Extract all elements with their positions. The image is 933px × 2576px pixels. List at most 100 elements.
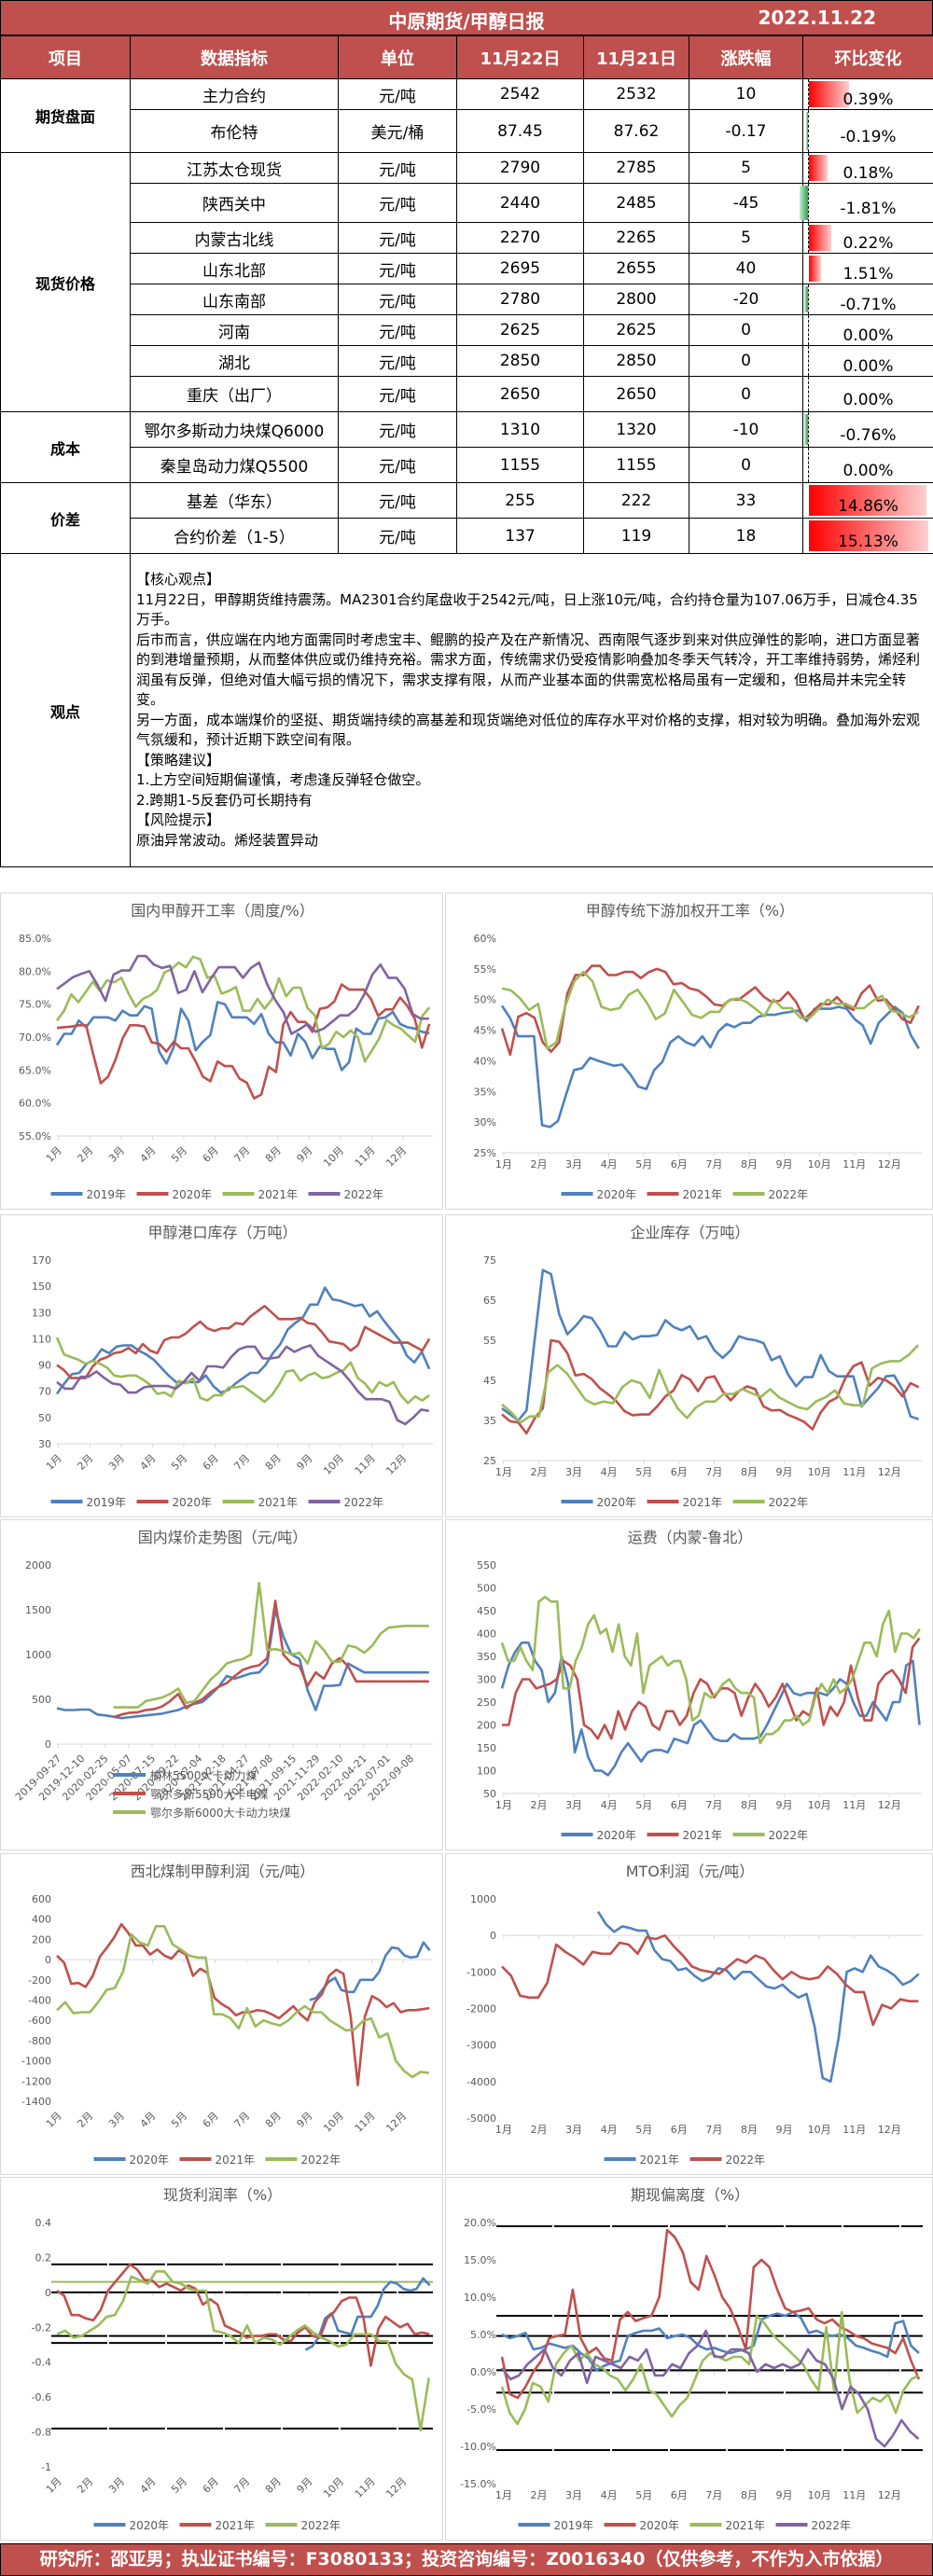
series-line-1 bbox=[56, 983, 431, 1100]
series-line-2 bbox=[56, 2270, 430, 2431]
view-line: 【策略建议】 bbox=[136, 751, 221, 769]
pct-bar-negative bbox=[806, 112, 808, 150]
x-tick-label: 2月 bbox=[75, 2475, 95, 2496]
x-tick-label: 1月 bbox=[495, 1158, 512, 1170]
unit-cell: 元/吨 bbox=[338, 376, 457, 412]
chart-svg: 甲醇港口库存（万吨） 30 50 70 90 110 130 150 170 1月 2月 3月 4月 5月… bbox=[32, 1224, 433, 1509]
table-row: 合约价差（1-5） 元/吨 137 119 18 15.13% bbox=[1, 518, 933, 554]
chart-c3: 甲醇港口库存（万吨） 30 50 70 90 110 130 150 170 1月 2月 3月 4月 5月… bbox=[0, 1214, 443, 1517]
y-tick-label: 170 bbox=[32, 1254, 51, 1267]
y-tick-label: 250 bbox=[477, 1697, 496, 1709]
series-line-3 bbox=[500, 2329, 920, 2448]
x-tick-label: 1月 bbox=[44, 1452, 64, 1473]
x-tick-label: 10月 bbox=[321, 2110, 346, 2135]
y-tick-label: 30% bbox=[474, 1116, 496, 1129]
series-line-2 bbox=[55, 1336, 430, 1405]
x-tick-label: 5月 bbox=[635, 1466, 652, 1478]
y-tick-label: 200 bbox=[32, 1933, 51, 1946]
series-line-0 bbox=[55, 1286, 431, 1395]
legend-label: 鄂尔多斯5500大卡电煤 bbox=[150, 1787, 269, 1801]
legend-label: 2020年 bbox=[130, 2154, 170, 2167]
y-tick-label: 500 bbox=[32, 1694, 51, 1706]
pct-axis-line bbox=[808, 315, 809, 345]
legend-label: 2022年 bbox=[344, 1188, 384, 1201]
yesterday-value: 222 bbox=[583, 482, 689, 519]
series-line-0 bbox=[596, 1911, 920, 2084]
pct-value: 0.00% bbox=[842, 461, 894, 480]
x-tick-label: 8月 bbox=[263, 1452, 284, 1473]
unit-cell: 美元/桶 bbox=[338, 109, 457, 153]
series-line-1 bbox=[501, 1338, 920, 1435]
y-tick-label: 110 bbox=[32, 1333, 51, 1345]
today-value: 2695 bbox=[456, 253, 584, 284]
indicator-cell: 合约价差（1-5） bbox=[130, 518, 339, 554]
x-tick-label: 10月 bbox=[321, 2475, 346, 2500]
y-tick-label: 55% bbox=[474, 963, 496, 976]
today-value: 2270 bbox=[456, 222, 584, 254]
x-tick-label: 3月 bbox=[565, 1158, 582, 1170]
table-row: 价差 基差（华东） 元/吨 255 222 33 14.86% bbox=[0, 482, 933, 554]
change-value: -10 bbox=[689, 411, 803, 448]
view-line: 后市而言，供应端在内地方面需同时考虑宝丰、鲲鹏的投产及在产新情况、西南限气逐步到… bbox=[136, 630, 921, 709]
x-tick-label: 5月 bbox=[169, 2110, 189, 2130]
y-tick-label: 50 bbox=[38, 1412, 51, 1424]
y-tick-label: -400 bbox=[28, 1995, 51, 2007]
y-tick-label: -800 bbox=[28, 2035, 51, 2047]
y-tick-label: 0 bbox=[45, 1738, 51, 1751]
yesterday-value: 2532 bbox=[583, 78, 689, 110]
pct-change-cell: -0.71% bbox=[802, 284, 933, 315]
y-tick-label: 300 bbox=[477, 1674, 496, 1686]
indicator-cell: 内蒙古北线 bbox=[130, 222, 339, 254]
pct-bar-positive bbox=[809, 485, 926, 516]
unit-cell: 元/吨 bbox=[338, 411, 457, 448]
y-tick-label: 30 bbox=[38, 1438, 51, 1450]
x-tick-label: 8月 bbox=[263, 2110, 284, 2130]
x-tick-label: 9月 bbox=[776, 2489, 793, 2501]
y-tick-label: 0.4 bbox=[35, 2217, 52, 2229]
legend-label: 2021年 bbox=[683, 1188, 723, 1201]
table-row: 山东北部 元/吨 2695 2655 40 1.51% bbox=[1, 253, 933, 284]
pct-bar-positive bbox=[809, 256, 821, 282]
x-tick-label: 2月 bbox=[530, 1466, 547, 1478]
y-tick-label: -1 bbox=[41, 2461, 51, 2473]
table-row: 重庆（出厂） 元/吨 2650 2650 0 0.00% bbox=[1, 376, 933, 412]
table-row: 布伦特 美元/桶 87.45 87.62 -0.17 -0.19% bbox=[1, 109, 933, 153]
legend-label: 榆林5500大卡动力煤 bbox=[150, 1768, 258, 1782]
x-tick-label: 4月 bbox=[138, 2475, 159, 2496]
legend-label: 2020年 bbox=[597, 1496, 637, 1509]
today-value: 1155 bbox=[456, 447, 584, 483]
legend-label: 2020年 bbox=[597, 1188, 637, 1201]
series-line-0 bbox=[56, 1608, 429, 1720]
indicator-cell: 湖北 bbox=[130, 345, 339, 377]
x-tick-label: 5月 bbox=[635, 1799, 652, 1811]
y-tick-label: -1000 bbox=[21, 2056, 51, 2068]
pct-change-cell: 0.00% bbox=[802, 345, 933, 377]
pct-change-cell: 15.13% bbox=[802, 518, 933, 554]
col-header-item: 项目 bbox=[0, 35, 131, 79]
x-tick-label: 7月 bbox=[705, 1466, 722, 1478]
chart-svg: 现货利润率（%） -1 -0.8 -0.6 -0.4 -0.2 0 0.2 0.4 1月 2月 3月 4… bbox=[32, 2186, 433, 2532]
legend-label: 2022年 bbox=[769, 1829, 809, 1842]
series-line-3 bbox=[56, 1344, 430, 1426]
y-tick-label: 0 bbox=[45, 2287, 51, 2299]
x-tick-label: 8月 bbox=[741, 1158, 758, 1170]
pct-axis-line bbox=[808, 110, 809, 152]
chart-svg: 期现偏离度（%） -15.0% -10.0% -5.0% 0.0% 5.0% 10.0% 15… bbox=[460, 2186, 923, 2532]
chart-title: 运费（内蒙-鲁北） bbox=[628, 1529, 753, 1546]
legend-label: 2020年 bbox=[640, 2519, 680, 2532]
chart-c1: 国内甲醇开工率（周度/%） 55.0% 60.0% 65.0% 70.0% 75.0% 80… bbox=[0, 893, 443, 1210]
x-tick-label: 7月 bbox=[705, 2124, 722, 2136]
x-tick-label: 6月 bbox=[671, 2124, 688, 2136]
pct-change-cell: 0.18% bbox=[802, 152, 933, 184]
legend-label: 2021年 bbox=[726, 2519, 766, 2532]
x-tick-label: 11月 bbox=[842, 1158, 866, 1170]
yesterday-value: 2485 bbox=[583, 183, 689, 223]
y-tick-label: -15.0% bbox=[460, 2478, 496, 2490]
col-header-unit: 单位 bbox=[338, 35, 457, 79]
x-tick-label: 6月 bbox=[201, 1452, 221, 1473]
series-line-2 bbox=[55, 955, 431, 1063]
y-tick-label: 75 bbox=[483, 1254, 496, 1267]
view-line: 原油异常波动。烯烃装置异动 bbox=[136, 831, 319, 849]
y-tick-label: 50 bbox=[483, 1788, 496, 1800]
x-tick-label: 1月 bbox=[44, 2110, 64, 2130]
